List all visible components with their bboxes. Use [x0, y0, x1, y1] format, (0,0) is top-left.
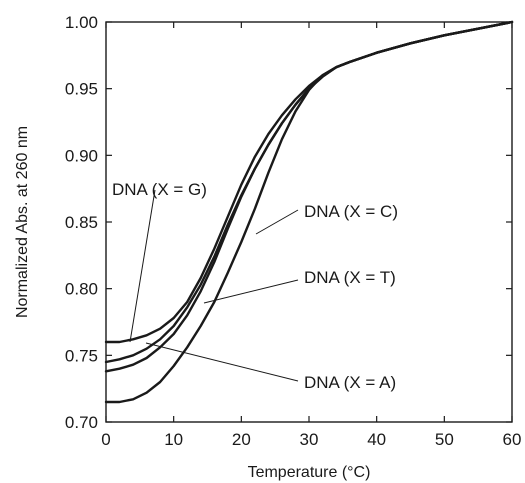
y-axis-label: Normalized Abs. at 260 nm	[14, 126, 31, 318]
x-tick-label-2: 20	[232, 430, 251, 449]
x-tick-label-6: 60	[503, 430, 522, 449]
series-label-g: DNA (X = G)	[112, 180, 207, 199]
y-tick-label-1: 0.75	[65, 346, 98, 365]
annotations: DNA (X = G) DNA (X = C) DNA (X = T) DNA …	[112, 180, 398, 392]
x-tick-label-4: 40	[367, 430, 386, 449]
series-label-a: DNA (X = A)	[304, 373, 396, 392]
y-tick-label-3: 0.85	[65, 213, 98, 232]
series-line-a	[104, 20, 514, 373]
series-label-t: DNA (X = T)	[304, 268, 396, 287]
series-label-c: DNA (X = C)	[304, 202, 398, 221]
x-tick-label-5: 50	[435, 430, 454, 449]
x-tick-label-3: 30	[300, 430, 319, 449]
y-tick-label-4: 0.90	[65, 146, 98, 165]
y-tick-label-2: 0.80	[65, 280, 98, 299]
y-tick-label-5: 0.95	[65, 80, 98, 99]
x-tick-label-1: 10	[164, 430, 183, 449]
leader-line-c	[255, 209, 299, 235]
y-tick-label-0: 0.70	[65, 413, 98, 432]
x-axis-label: Temperature (°C)	[248, 464, 371, 481]
x-tick-label-0: 0	[101, 430, 110, 449]
plot-frame	[105, 21, 513, 423]
leader-line-t	[203, 279, 299, 304]
leader-line-a	[145, 342, 299, 382]
leader-line-g	[129, 189, 156, 343]
y-tick-label-6: 1.00	[65, 13, 98, 32]
axis-ticks: 0 10 20 30 40 50 60 0.70 0.75 0.80 0.85 0.90 0.95 1.0…	[65, 13, 522, 449]
series-layer	[104, 20, 514, 404]
